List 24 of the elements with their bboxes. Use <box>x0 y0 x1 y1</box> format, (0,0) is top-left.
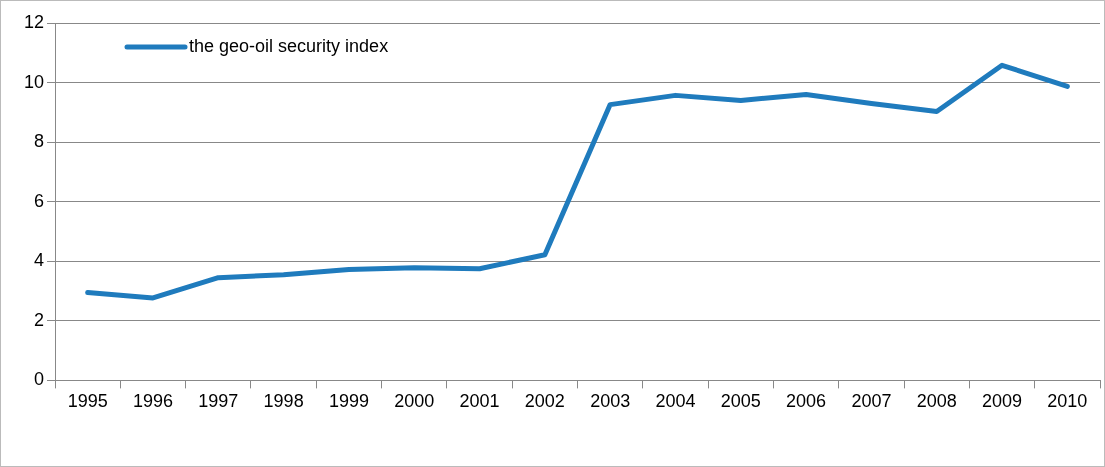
legend-label: the geo-oil security index <box>189 35 389 56</box>
y-tick-label: 6 <box>34 190 45 211</box>
y-tick-label: 10 <box>23 71 45 92</box>
x-tick-label: 2002 <box>524 391 565 412</box>
y-tick-label: 8 <box>34 131 45 152</box>
x-tick-label: 2003 <box>590 391 631 412</box>
x-tick-label: 1998 <box>263 391 304 412</box>
x-tick-label: 2005 <box>720 391 761 412</box>
x-tick-label: 2009 <box>982 391 1023 412</box>
x-tick-label: 2007 <box>851 391 892 412</box>
x-tick-label: 2004 <box>655 391 696 412</box>
x-tick-label: 2001 <box>459 391 500 412</box>
x-tick-label: 1996 <box>132 391 174 412</box>
y-tick-label: 4 <box>34 250 45 271</box>
x-tick-label: 2010 <box>1047 391 1088 412</box>
y-tick-label: 2 <box>34 309 45 330</box>
x-tick-label: 2000 <box>394 391 435 412</box>
y-tick-label: 12 <box>23 11 45 32</box>
x-tick-label: 2008 <box>916 391 957 412</box>
x-tick-label: 2006 <box>786 391 827 412</box>
x-tick-label: 1995 <box>67 391 108 412</box>
x-tick-label: 1999 <box>328 391 369 412</box>
y-tick-label: 0 <box>34 369 45 390</box>
x-tick-label: 1997 <box>198 391 239 412</box>
